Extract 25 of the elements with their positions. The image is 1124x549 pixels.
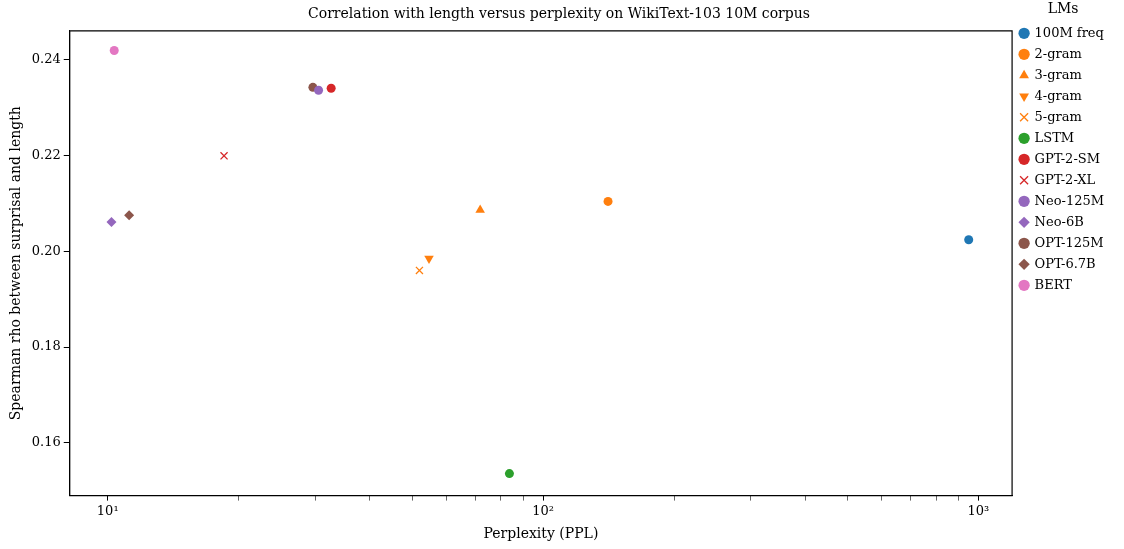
x-tick-label: 10¹ — [96, 502, 119, 518]
legend-label: GPT-2-XL — [1034, 171, 1096, 187]
y-tick-label: 0.16 — [31, 434, 61, 450]
y-tick-label: 0.18 — [31, 338, 61, 354]
legend-label: 3-gram — [1034, 66, 1082, 82]
chart-title: Correlation with length versus perplexity on WikiText-103 10M corpus — [308, 5, 810, 22]
x-axis-title: Perplexity (PPL) — [483, 525, 599, 542]
x-tick-label: 10² — [532, 502, 554, 518]
x-tick-label: 10³ — [967, 502, 990, 518]
legend-label: 2-gram — [1034, 45, 1082, 61]
legend-label: OPT-125M — [1034, 234, 1104, 250]
legend-label: 100M freq — [1034, 24, 1104, 40]
legend-label: LSTM — [1034, 129, 1075, 145]
legend-label: 4-gram — [1034, 87, 1082, 103]
y-tick-label: 0.20 — [31, 242, 61, 258]
legend-label: 5-gram — [1034, 108, 1082, 124]
legend-label: Neo-125M — [1034, 192, 1105, 208]
legend-label: Neo-6B — [1034, 213, 1084, 229]
legend-label: OPT-6.7B — [1034, 255, 1096, 271]
y-axis-title: Spearman rho between surprisal and length — [7, 106, 24, 421]
legend-label: GPT-2-SM — [1034, 150, 1100, 166]
y-tick-label: 0.22 — [31, 146, 61, 162]
legend-label: BERT — [1034, 276, 1073, 292]
y-tick-label: 0.24 — [31, 50, 61, 66]
legend-title: LMs — [1047, 0, 1079, 16]
